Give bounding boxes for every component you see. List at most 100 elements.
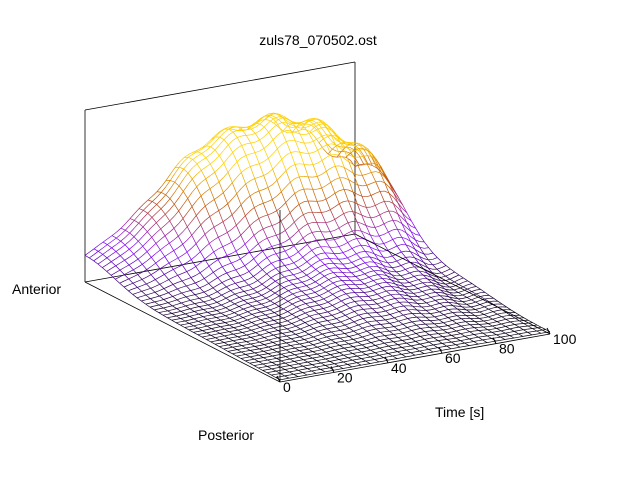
surface-mesh-segment: [129, 213, 135, 219]
surface-mesh-segment: [207, 307, 213, 310]
surface-mesh-segment: [492, 325, 497, 329]
surface-mesh-segment: [138, 203, 144, 209]
surface-mesh-segment: [404, 291, 409, 294]
surface-mesh-segment: [250, 335, 256, 338]
surface-mesh-segment: [262, 369, 268, 371]
surface-mesh-segment: [154, 292, 160, 297]
surface-mesh-segment: [362, 336, 367, 341]
surface-mesh-segment: [436, 279, 442, 282]
surface-mesh-segment: [423, 265, 429, 269]
surface-mesh-segment: [478, 330, 484, 334]
surface-mesh-segment: [265, 297, 271, 302]
surface-mesh-segment: [336, 297, 342, 302]
surface-mesh-segment: [299, 336, 305, 340]
surface-mesh-segment: [226, 290, 231, 294]
surface-mesh-segment: [271, 199, 278, 211]
surface-mesh-segment: [393, 337, 399, 339]
surface-mesh-segment: [210, 146, 216, 151]
surface-mesh-segment: [282, 117, 288, 119]
surface-mesh-segment: [432, 252, 438, 258]
surface-mesh-segment: [170, 180, 175, 183]
surface-mesh-segment: [479, 310, 485, 313]
surface-mesh-segment: [132, 292, 138, 295]
surface-mesh-segment: [240, 204, 246, 216]
surface-mesh-segment: [307, 241, 312, 245]
surface-mesh-segment: [222, 203, 228, 208]
surface-mesh-segment: [337, 276, 343, 281]
surface-mesh-segment: [270, 298, 275, 302]
surface-mesh-segment: [282, 320, 288, 323]
surface-mesh-segment: [303, 163, 309, 166]
surface-mesh-segment: [323, 311, 328, 314]
surface-mesh-segment: [198, 316, 204, 319]
surface-mesh-segment: [345, 302, 351, 305]
surface-mesh-segment: [357, 351, 362, 354]
surface-mesh-segment: [255, 323, 261, 326]
surface-mesh-segment: [269, 309, 275, 313]
surface-mesh-segment: [192, 163, 198, 169]
surface-mesh-segment: [426, 288, 432, 291]
surface-mesh-segment: [263, 357, 268, 361]
surface-mesh-segment: [314, 290, 320, 293]
surface-mesh-segment: [365, 354, 371, 358]
surface-mesh-segment: [473, 341, 479, 345]
surface-mesh-segment: [473, 333, 479, 335]
surface-mesh-segment: [317, 160, 323, 164]
surface-mesh-segment: [378, 250, 384, 258]
surface-mesh-segment: [150, 279, 156, 283]
surface-mesh-segment: [294, 140, 301, 153]
surface-mesh-segment: [330, 179, 336, 183]
surface-mesh-segment: [322, 332, 327, 335]
surface-mesh-segment: [293, 273, 298, 276]
surface-mesh-segment: [296, 122, 301, 128]
surface-mesh-segment: [287, 308, 293, 312]
surface-mesh-segment: [245, 350, 251, 352]
surface-mesh-segment: [315, 284, 320, 288]
surface-mesh-segment: [323, 148, 329, 155]
surface-mesh-segment: [204, 216, 210, 221]
surface-mesh-segment: [267, 212, 273, 216]
surface-mesh-segment: [297, 264, 303, 268]
surface-mesh-segment: [344, 151, 350, 156]
surface-mesh-segment: [514, 331, 519, 335]
surface-mesh-segment: [169, 192, 175, 199]
surface-mesh-segment: [466, 295, 472, 298]
surface-mesh-segment: [257, 269, 263, 274]
surface-mesh-segment: [332, 302, 337, 306]
surface-mesh-segment: [244, 271, 250, 275]
surface-mesh-segment: [437, 339, 443, 341]
surface-mesh-segment: [187, 172, 193, 180]
surface-mesh-segment: [116, 234, 122, 239]
surface-mesh-segment: [523, 325, 529, 327]
surface-mesh-segment: [344, 167, 349, 171]
surface-mesh-segment: [252, 300, 258, 303]
surface-mesh-segment: [172, 282, 178, 285]
surface-mesh-segment: [200, 195, 206, 207]
surface-mesh-segment: [311, 265, 316, 270]
surface-mesh-segment: [262, 269, 267, 275]
surface-mesh-segment: [424, 330, 430, 332]
surface-mesh-segment: [237, 342, 242, 346]
surface-mesh-segment: [234, 306, 240, 309]
surface-mesh-segment: [303, 352, 309, 356]
surface-mesh-segment: [428, 344, 434, 347]
surface-mesh-segment: [316, 176, 323, 189]
surface-mesh-segment: [206, 334, 212, 337]
surface-mesh-segment: [370, 345, 376, 347]
surface-mesh-segment: [404, 278, 410, 283]
surface-mesh-segment: [400, 263, 406, 266]
surface-mesh-segment: [107, 235, 113, 240]
surface-mesh-segment: [106, 271, 112, 276]
surface-mesh-segment: [145, 298, 151, 301]
surface-mesh-segment: [259, 136, 265, 141]
surface-mesh-segment: [327, 148, 333, 155]
surface-mesh-segment: [248, 271, 254, 277]
surface-mesh-segment: [247, 301, 253, 304]
surface-mesh-segment: [194, 294, 200, 299]
surface-mesh-segment: [240, 243, 246, 249]
surface-mesh-segment: [275, 370, 281, 374]
surface-mesh-segment: [203, 311, 208, 314]
surface-mesh-segment: [277, 144, 283, 150]
surface-mesh-segment: [323, 136, 328, 140]
surface-mesh-segment: [374, 205, 381, 216]
